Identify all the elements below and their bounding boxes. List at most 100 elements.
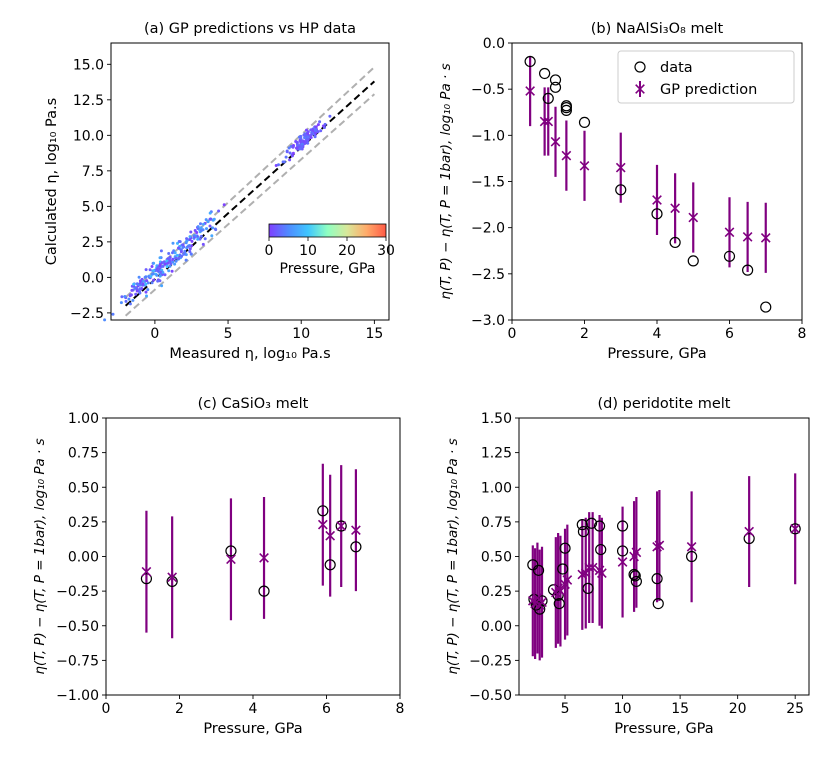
scatter-point [181, 246, 185, 249]
scatter-point [167, 269, 171, 273]
data-point [577, 525, 590, 538]
scatter-point [294, 140, 298, 143]
scatter-point [290, 154, 294, 158]
scatter-point [295, 146, 298, 150]
scatter-point [316, 123, 320, 127]
gp-point [562, 575, 573, 585]
x-tick-label: 10 [614, 701, 632, 717]
scatter-point [137, 275, 141, 279]
scatter-point [314, 129, 317, 133]
y-tick-label: 0.0 [483, 36, 505, 52]
plot-frame [518, 417, 810, 696]
scatter-point [185, 239, 189, 243]
scatter-point [199, 234, 203, 238]
scatter-point [130, 288, 134, 292]
scatter-point [123, 295, 127, 298]
data-point [317, 505, 329, 517]
scatter-point [198, 237, 202, 241]
scatter-point [120, 295, 124, 299]
data-point [651, 573, 663, 585]
scatter-point [304, 140, 308, 144]
y-tick-label: −0.50 [469, 688, 512, 704]
y-tick-label: 0.75 [481, 515, 512, 531]
colorbar-tick-label: 20 [338, 243, 356, 259]
scatter-point [158, 264, 162, 268]
y-axis-label: η(T, P) − η(T, P = 1bar), log₁₀ Pa · s [438, 63, 454, 299]
data-point [549, 74, 562, 86]
x-tick-label: 0 [508, 326, 517, 342]
scatter-point [182, 252, 186, 256]
scatter-point [277, 163, 280, 167]
scatter-point [211, 218, 215, 222]
panel-b-marks [524, 55, 772, 313]
scatter-point [318, 120, 322, 124]
gp-point [587, 562, 598, 573]
scatter-point [291, 151, 295, 155]
data-point [652, 597, 664, 610]
y-tick-label: 10.0 [73, 128, 104, 144]
data-point [524, 55, 536, 68]
scatter-point [144, 268, 148, 272]
data-point [350, 541, 362, 553]
gp-point [615, 162, 626, 173]
x-tick-label: 4 [249, 701, 258, 717]
scatter-point [217, 209, 221, 213]
scatter-point [203, 237, 207, 241]
scatter-point [174, 256, 178, 260]
data-point [225, 545, 237, 557]
gp-point [584, 562, 595, 573]
scatter-point [167, 252, 171, 255]
y-tick-label: −0.75 [56, 653, 99, 669]
data-point [553, 597, 565, 610]
y-tick-label: −1.00 [56, 688, 99, 704]
scatter-point [300, 139, 304, 143]
gp-point [596, 568, 607, 578]
y-tick-label: −0.5 [471, 82, 505, 98]
data-point [593, 520, 606, 532]
scatter-point [185, 237, 189, 241]
y-tick-label: 2.5 [82, 235, 104, 251]
scatter-point [190, 239, 194, 243]
data-point [595, 543, 607, 556]
scatter-point [144, 282, 148, 286]
x-tick-label: 4 [653, 326, 662, 342]
gp-point [539, 116, 550, 127]
gp-point [543, 116, 554, 127]
plot-frame [511, 42, 803, 321]
scatter-point [171, 260, 175, 264]
scatter-point [132, 282, 136, 286]
gp-point [580, 568, 591, 578]
gp-point [141, 566, 152, 577]
scatter-point [189, 252, 193, 256]
gp-point [561, 150, 572, 161]
scatter-point [177, 246, 180, 250]
data-point [616, 545, 629, 557]
scatter-point [162, 260, 166, 264]
scatter-point [281, 160, 285, 164]
gp-point [631, 547, 642, 558]
scatter-point [178, 240, 182, 244]
scatter-point [179, 250, 183, 254]
data-point [630, 575, 642, 588]
x-tick-label: 2 [580, 326, 589, 342]
scatter-point [208, 224, 212, 228]
scatter-point [173, 251, 177, 255]
scatter-point [135, 289, 139, 293]
data-point [686, 550, 698, 563]
y-tick-label: −1.5 [471, 175, 505, 191]
scatter-point [156, 279, 160, 283]
gp-point [760, 232, 771, 243]
y-tick-label: −0.25 [56, 584, 99, 600]
colorbar [268, 223, 387, 238]
scatter-point [208, 217, 212, 221]
data-point [560, 102, 572, 114]
scatter-point [208, 211, 212, 215]
gp-point [167, 572, 178, 583]
gp-point [670, 203, 680, 214]
x-axis-label: Pressure, GPa [203, 721, 302, 737]
panel-a-marks [103, 66, 376, 322]
data-point [542, 92, 554, 105]
gp-point [325, 530, 336, 541]
gp-point [742, 232, 753, 242]
